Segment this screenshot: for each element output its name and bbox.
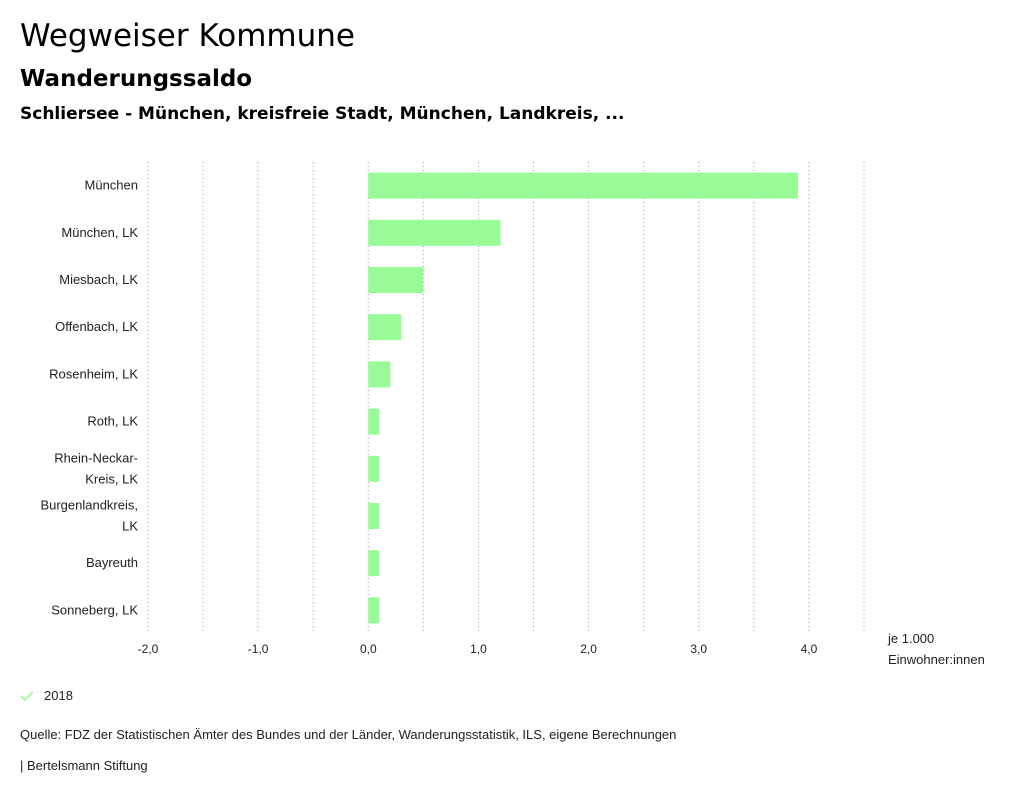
category-label: Miesbach, LK	[59, 272, 138, 287]
category-label: Kreis, LK	[85, 471, 138, 486]
bar[interactable]	[368, 550, 380, 577]
checkmark-icon	[20, 690, 34, 701]
bar[interactable]	[368, 361, 391, 388]
legend-item-2018[interactable]: 2018	[20, 688, 73, 703]
bar[interactable]	[368, 267, 424, 293]
brand-credit: | Bertelsmann Stiftung	[20, 758, 148, 773]
bar[interactable]	[368, 597, 380, 624]
bar[interactable]	[368, 503, 380, 529]
category-label: Offenbach, LK	[55, 319, 138, 334]
category-label: Sonneberg, LK	[51, 602, 138, 617]
bar[interactable]	[368, 172, 798, 199]
category-label: Burgenlandkreis,	[40, 498, 138, 513]
category-label: Roth, LK	[87, 414, 138, 429]
category-label: Rhein-Neckar-	[54, 450, 138, 465]
tick-label: 3,0	[690, 642, 707, 656]
region-selection: Schliersee - München, kreisfreie Stadt, …	[20, 104, 625, 124]
bar[interactable]	[368, 455, 380, 482]
bar[interactable]	[368, 314, 402, 341]
chart-subtitle: Wanderungssaldo	[20, 66, 253, 92]
source-note: Quelle: FDZ der Statistischen Ämter des …	[20, 727, 677, 742]
category-label: Rosenheim, LK	[49, 366, 138, 381]
tick-label: 0,0	[360, 642, 377, 656]
category-label: München, LK	[61, 225, 138, 240]
tick-label: -1,0	[248, 642, 269, 656]
chart-title: Wegweiser Kommune	[20, 18, 355, 54]
tick-label: 2,0	[580, 642, 597, 656]
tick-label: -2,0	[138, 642, 159, 656]
bar-chart: München München, LK Miesbach, LK Offenbach,…	[40, 162, 985, 667]
category-label: München	[85, 178, 138, 193]
category-label: LK	[122, 519, 138, 534]
bar[interactable]	[368, 219, 501, 246]
legend-label: 2018	[44, 688, 73, 703]
axis-unit-label: Einwohner:innen	[888, 652, 985, 667]
axis-unit-label: je 1.000	[887, 631, 934, 646]
bar[interactable]	[368, 408, 380, 435]
tick-label: 1,0	[470, 642, 487, 656]
tick-label: 4,0	[801, 642, 818, 656]
category-label: Bayreuth	[86, 555, 138, 570]
